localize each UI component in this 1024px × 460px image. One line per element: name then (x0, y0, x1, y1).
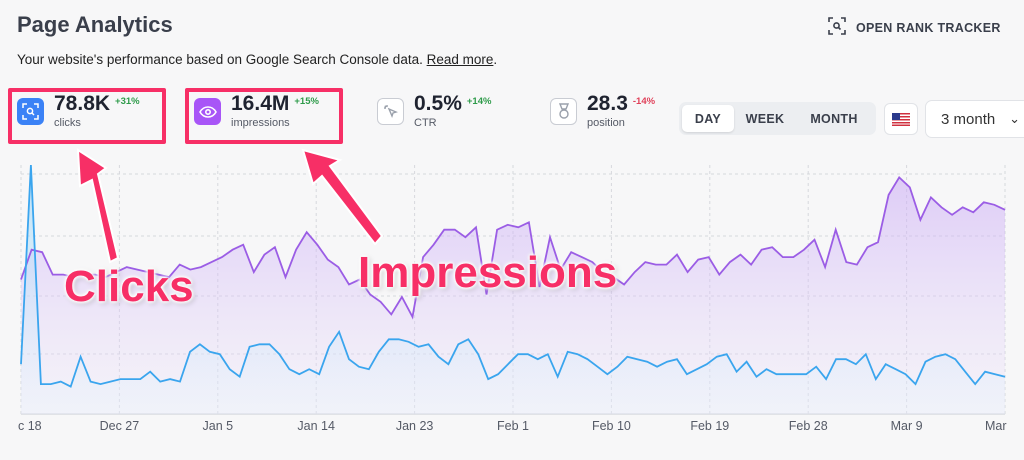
search-icon (17, 98, 44, 125)
x-tick-label: c 18 (18, 419, 42, 433)
metric-position[interactable]: 28.3 -14% position (550, 92, 655, 129)
position-value: 28.3 (587, 92, 628, 115)
eye-icon (194, 98, 221, 125)
medal-icon (550, 98, 577, 125)
clicks-annotation: Clicks (64, 262, 194, 311)
x-axis-labels: c 18 Dec 27 Jan 5 Jan 14 Jan 23 Feb 1 Feb 10 Fe… (18, 419, 1007, 433)
analytics-chart: c 18 Dec 27 Jan 5 Jan 14 Jan 23 Feb 1 Feb 10 Fe… (18, 164, 1007, 433)
clicks-line (20, 164, 1006, 388)
impressions-label: impressions (231, 117, 290, 129)
impressions-annotation: Impressions (358, 248, 618, 297)
x-tick-label: Feb 19 (690, 419, 729, 433)
metric-impressions[interactable]: 16.4M +15% impressions (194, 92, 319, 129)
impressions-line (20, 175, 1006, 320)
cursor-icon (377, 98, 404, 125)
position-label: position (587, 117, 625, 129)
period-selector: DAY WEEK MONTH (679, 102, 876, 135)
chevron-down-icon: ⌄ (1009, 111, 1020, 126)
clicks-delta: +31% (115, 96, 140, 107)
position-delta: -14% (632, 96, 656, 107)
rank-tracker-label: OPEN RANK TRACKER (856, 20, 1001, 35)
ctr-value: 0.5% (414, 92, 462, 115)
clicks-value: 78.8K (54, 92, 111, 115)
impressions-highlight-box (185, 88, 343, 144)
clicks-arrow (76, 148, 120, 264)
x-tick-label: Jan 14 (297, 419, 335, 433)
range-select[interactable]: 3 month ⌄ (925, 100, 1024, 138)
impressions-value: 16.4M (231, 92, 290, 115)
period-month-option[interactable]: MONTH (810, 111, 858, 126)
subtitle-text: Your website's performance based on Goog… (17, 52, 423, 67)
x-tick-label: Feb 28 (789, 419, 828, 433)
page-subtitle: Your website's performance based on Goog… (17, 52, 497, 67)
period-day-option[interactable]: DAY (682, 105, 734, 132)
period-week-option[interactable]: WEEK (745, 111, 785, 126)
rank-tracker-icon (828, 17, 846, 38)
x-tick-label: Mar (985, 419, 1007, 433)
country-button[interactable] (884, 103, 918, 135)
x-tick-label: Jan 23 (396, 419, 434, 433)
x-tick-label: Mar 9 (891, 419, 923, 433)
open-rank-tracker-button[interactable]: OPEN RANK TRACKER (828, 17, 1001, 38)
ctr-label: CTR (414, 117, 437, 129)
us-flag-icon (892, 112, 910, 126)
impressions-arrow (301, 148, 384, 246)
page-title: Page Analytics (17, 12, 173, 37)
clicks-highlight-box (8, 88, 166, 144)
x-tick-label: Feb 10 (592, 419, 631, 433)
impressions-delta: +15% (294, 96, 319, 107)
x-tick-label: Feb 1 (497, 419, 529, 433)
x-tick-label: Jan 5 (203, 419, 234, 433)
subtitle-period: . (493, 52, 498, 67)
read-more-link[interactable]: Read more (426, 52, 494, 67)
x-tick-label: Dec 27 (100, 419, 140, 433)
metric-clicks[interactable]: 78.8K +31% clicks (17, 92, 140, 129)
clicks-label: clicks (54, 117, 81, 129)
metric-ctr[interactable]: 0.5% +14% CTR (377, 92, 491, 129)
clicks-area (21, 165, 1005, 414)
ctr-delta: +14% (466, 96, 492, 107)
range-select-value: 3 month (941, 110, 996, 128)
